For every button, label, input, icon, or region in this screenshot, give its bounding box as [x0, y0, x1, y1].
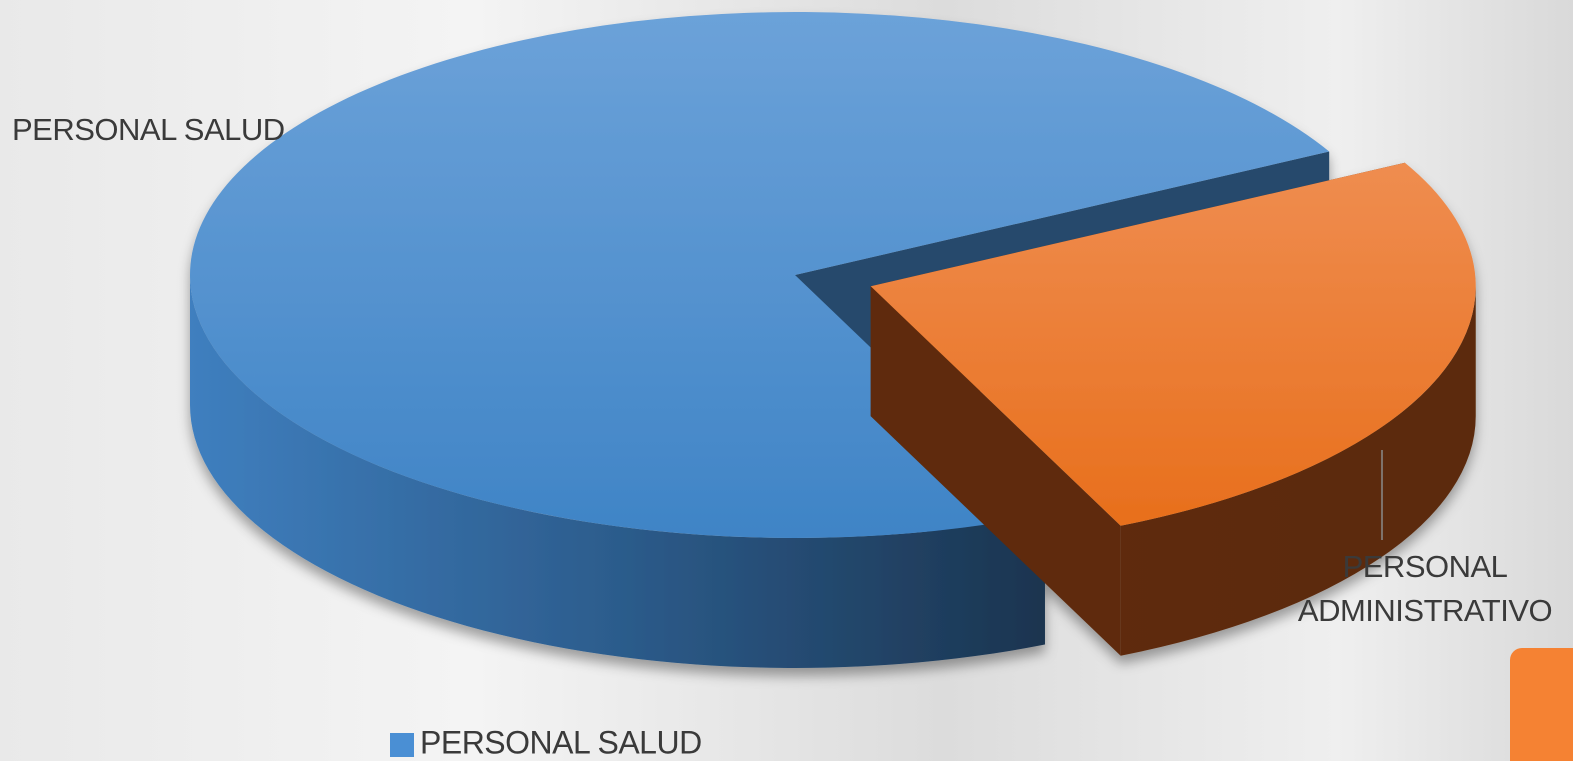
chart: PERSONAL SALUD PERSONAL SALUD	[0, 0, 1573, 761]
page: PERSONAL SALUD PERSONAL SALUD PERSONAL A…	[0, 0, 1573, 761]
data-label: PERSONAL ADMINISTRATIVO	[1270, 545, 1573, 633]
legend-label: PERSONAL SALUD	[420, 724, 702, 760]
legend-swatch	[390, 733, 414, 757]
data-label: PERSONAL SALUD	[12, 112, 285, 147]
decoration	[1510, 648, 1573, 761]
